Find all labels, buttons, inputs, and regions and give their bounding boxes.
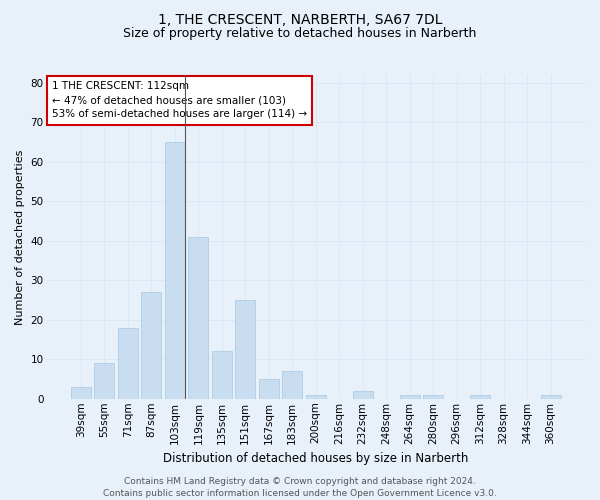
Bar <box>306 395 326 399</box>
Bar <box>400 395 419 399</box>
Bar <box>165 142 185 399</box>
Bar <box>470 395 490 399</box>
Bar <box>212 352 232 399</box>
Y-axis label: Number of detached properties: Number of detached properties <box>15 149 25 324</box>
Text: Size of property relative to detached houses in Narberth: Size of property relative to detached ho… <box>124 28 476 40</box>
Bar <box>188 237 208 399</box>
Text: 1, THE CRESCENT, NARBERTH, SA67 7DL: 1, THE CRESCENT, NARBERTH, SA67 7DL <box>158 12 442 26</box>
Text: Contains HM Land Registry data © Crown copyright and database right 2024.
Contai: Contains HM Land Registry data © Crown c… <box>103 476 497 498</box>
Bar <box>118 328 138 399</box>
Bar <box>142 292 161 399</box>
Bar <box>353 391 373 399</box>
Bar <box>235 300 255 399</box>
Bar <box>71 387 91 399</box>
Bar <box>423 395 443 399</box>
Bar <box>94 363 115 399</box>
Bar <box>541 395 560 399</box>
Text: 1 THE CRESCENT: 112sqm
← 47% of detached houses are smaller (103)
53% of semi-de: 1 THE CRESCENT: 112sqm ← 47% of detached… <box>52 82 307 120</box>
Bar <box>282 371 302 399</box>
X-axis label: Distribution of detached houses by size in Narberth: Distribution of detached houses by size … <box>163 452 469 465</box>
Bar <box>259 379 279 399</box>
